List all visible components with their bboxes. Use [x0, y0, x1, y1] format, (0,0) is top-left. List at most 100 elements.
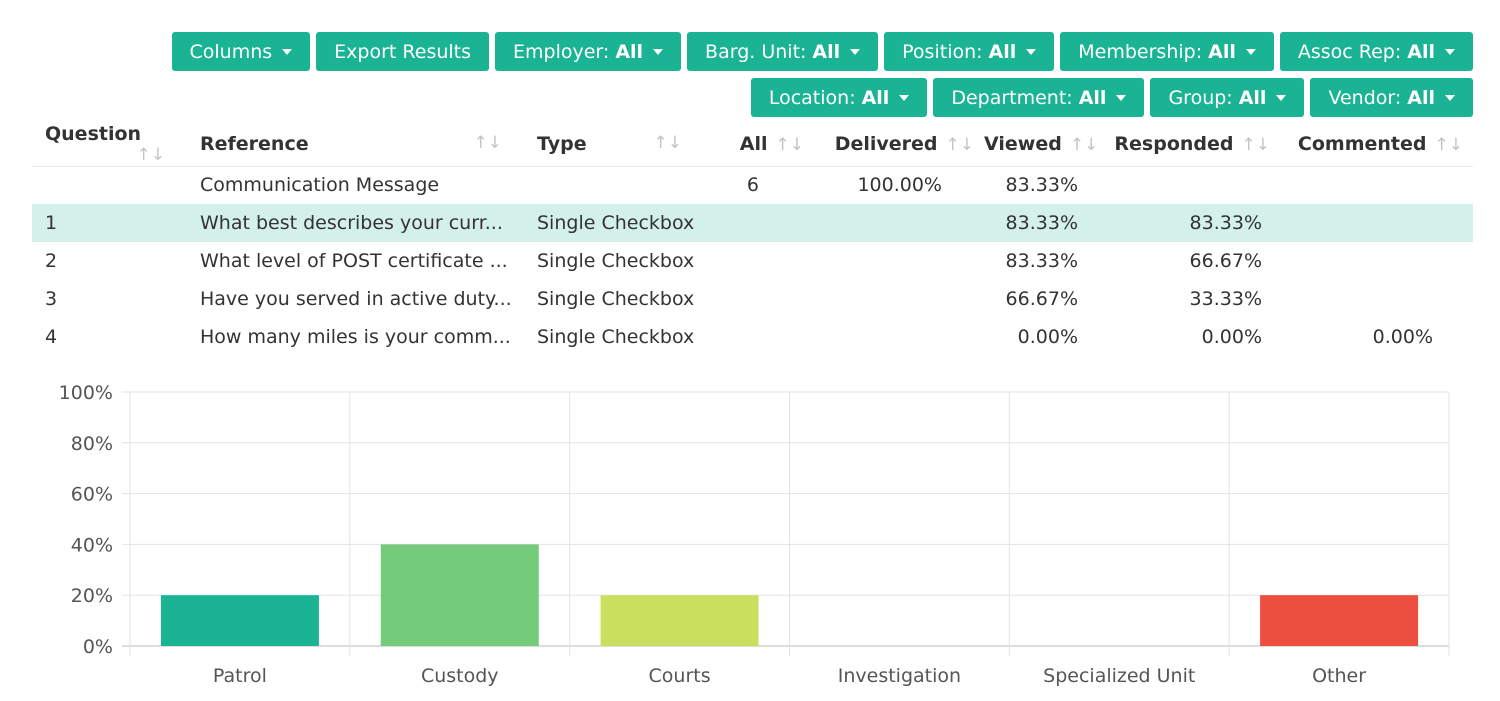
caret-down-icon	[1026, 48, 1037, 55]
x-tick-label: Courts	[649, 665, 711, 687]
cell-reference: Have you served in active duty...	[200, 288, 512, 310]
column-header-question[interactable]: Question ↑↓	[32, 122, 187, 167]
x-tick-label: Specialized Unit	[1043, 665, 1195, 687]
y-tick-label: 20%	[71, 585, 113, 607]
cell-type: Single Checkbox	[537, 250, 695, 272]
x-tick-label: Patrol	[213, 665, 267, 687]
cell-delivered: 100.00%	[857, 174, 942, 197]
column-header-responded[interactable]: Responded ↑↓	[1096, 122, 1280, 167]
cell-delivered	[814, 242, 984, 280]
filter-value: All	[988, 40, 1017, 63]
sort-icon[interactable]: ↑↓	[945, 134, 975, 155]
bar-custody	[380, 544, 539, 646]
column-header-label: All	[739, 132, 768, 155]
cell-viewed: 66.67%	[1005, 288, 1078, 310]
caret-down-icon	[1445, 48, 1455, 55]
barg-unit-button[interactable]: Barg. Unit: All	[687, 32, 879, 71]
sort-icon[interactable]: ↑↓	[1434, 134, 1464, 155]
cell-all	[704, 318, 814, 348]
caret-down-icon	[653, 48, 664, 55]
cell-question	[32, 166, 187, 204]
filter-value: All	[1407, 40, 1435, 63]
caret-down-icon	[850, 48, 861, 55]
bar-chart: 0% 20% 40% 60% 80% 100% Patrol Custody Courts Inv…	[59, 382, 1450, 687]
assoc-rep-button[interactable]: Assoc Rep: All	[1279, 32, 1473, 71]
x-tick-label: Investigation	[838, 665, 961, 687]
caret-down-icon	[282, 48, 293, 55]
export-results-button[interactable]: Export Results	[316, 32, 490, 71]
button-label: Barg. Unit:	[705, 40, 807, 63]
cell-responded: 33.33%	[1189, 288, 1262, 310]
cell-reference: What best describes your curr...	[187, 204, 524, 242]
filter-value: All	[812, 40, 841, 63]
cell-commented	[1280, 280, 1473, 318]
column-header-label: Type	[537, 132, 587, 155]
button-label: Export Results	[334, 40, 472, 63]
cell-question: 3	[45, 288, 58, 310]
sort-icon[interactable]: ↑↓	[473, 132, 503, 153]
y-tick-label: 60%	[71, 484, 113, 506]
sort-icon[interactable]: ↑↓	[653, 132, 683, 153]
cell-question: 1	[32, 204, 187, 242]
vendor-button[interactable]: Vendor: All	[1310, 78, 1473, 117]
column-header-type[interactable]: Type ↑↓	[524, 122, 704, 167]
cell-viewed: 0.00%	[1017, 326, 1078, 348]
cell-commented	[1280, 242, 1473, 280]
table-row[interactable]: 3 Have you served in active duty... Single…	[32, 280, 1473, 318]
column-header-label: Reference	[200, 132, 309, 155]
columns-button[interactable]: Columns	[171, 32, 311, 71]
button-label: Columns	[189, 40, 273, 63]
location-button[interactable]: Location: All	[750, 78, 928, 117]
x-tick-label: Other	[1312, 665, 1366, 687]
cell-reference: What level of POST certificate ...	[200, 250, 508, 272]
caret-down-icon	[1276, 94, 1287, 101]
button-label: Position:	[902, 40, 983, 63]
cell-viewed: 83.33%	[1005, 174, 1078, 197]
caret-down-icon	[1116, 94, 1127, 101]
column-header-label: Responded	[1114, 132, 1234, 155]
filter-value: All	[1078, 86, 1107, 109]
cell-type: Single Checkbox	[524, 204, 704, 242]
filter-value: All	[1238, 86, 1267, 109]
membership-button[interactable]: Membership: All	[1060, 32, 1274, 71]
cell-commented	[1280, 166, 1473, 204]
sort-icon[interactable]: ↑↓	[136, 144, 166, 165]
x-tick-label: Custody	[421, 665, 499, 687]
filter-value: All	[615, 40, 644, 63]
filter-value: All	[1208, 40, 1236, 63]
cell-viewed: 83.33%	[1005, 250, 1078, 272]
filter-toolbar-row-2: Location: All Department: All Group: All Vendo…	[0, 78, 1473, 117]
column-header-label: Delivered	[834, 132, 938, 155]
employer-button[interactable]: Employer: All	[495, 32, 682, 71]
y-tick-label: 100%	[59, 382, 113, 404]
cell-responded	[1096, 166, 1280, 204]
cell-all: 6	[746, 174, 759, 197]
y-tick-label: 40%	[71, 534, 113, 556]
bar-patrol	[160, 595, 319, 646]
column-header-viewed[interactable]: Viewed ↑↓	[984, 122, 1099, 167]
group-button[interactable]: Group: All	[1150, 78, 1305, 117]
cell-question: 2	[45, 250, 58, 272]
sort-icon[interactable]: ↑↓	[775, 134, 805, 155]
column-header-all[interactable]: All ↑↓	[704, 122, 814, 167]
column-header-reference[interactable]: Reference ↑↓	[187, 122, 524, 167]
table-row[interactable]: 4 How many miles is your comm... Single Ch…	[32, 318, 1473, 348]
column-header-commented[interactable]: Commented ↑↓	[1280, 122, 1473, 167]
sort-icon[interactable]: ↑↓	[1241, 134, 1271, 155]
button-label: Vendor:	[1328, 86, 1402, 109]
department-button[interactable]: Department: All	[933, 78, 1145, 117]
button-label: Group:	[1168, 86, 1233, 109]
cell-commented	[1280, 204, 1473, 242]
table-row[interactable]: 1 What best describes your curr... Single …	[32, 204, 1473, 242]
results-table-container[interactable]: Question ↑↓ Reference ↑↓ Type ↑↓ All ↑↓ Delivere…	[32, 122, 1473, 348]
position-button[interactable]: Position: All	[884, 32, 1055, 71]
cell-reference: Communication Message	[200, 174, 440, 197]
sort-icon[interactable]: ↑↓	[1069, 134, 1099, 155]
cell-delivered	[814, 204, 984, 242]
column-header-label: Viewed	[984, 132, 1062, 155]
table-row[interactable]: Communication Message 6 100.00% 83.33%	[32, 166, 1473, 204]
button-label: Assoc Rep:	[1297, 40, 1402, 63]
column-header-delivered[interactable]: Delivered ↑↓	[814, 122, 984, 167]
table-body: Communication Message 6 100.00% 83.33% 1 What…	[32, 166, 1473, 348]
table-row[interactable]: 2 What level of POST certificate ... Singl…	[32, 242, 1473, 280]
